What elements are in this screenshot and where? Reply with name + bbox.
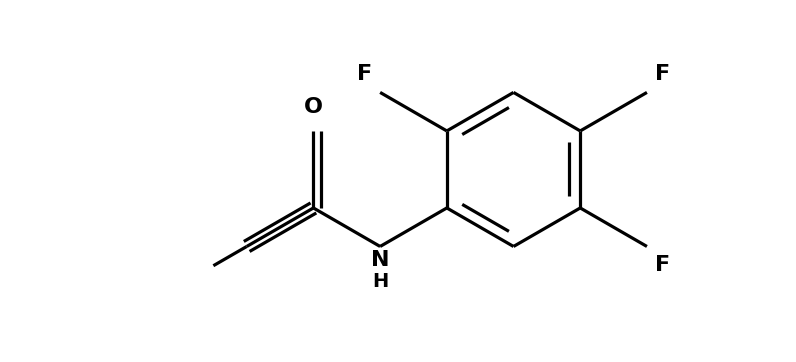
Text: F: F [655, 64, 670, 84]
Text: H: H [372, 272, 388, 291]
Text: F: F [357, 64, 372, 84]
Text: N: N [371, 250, 389, 270]
Text: F: F [655, 255, 670, 275]
Text: O: O [304, 97, 323, 117]
